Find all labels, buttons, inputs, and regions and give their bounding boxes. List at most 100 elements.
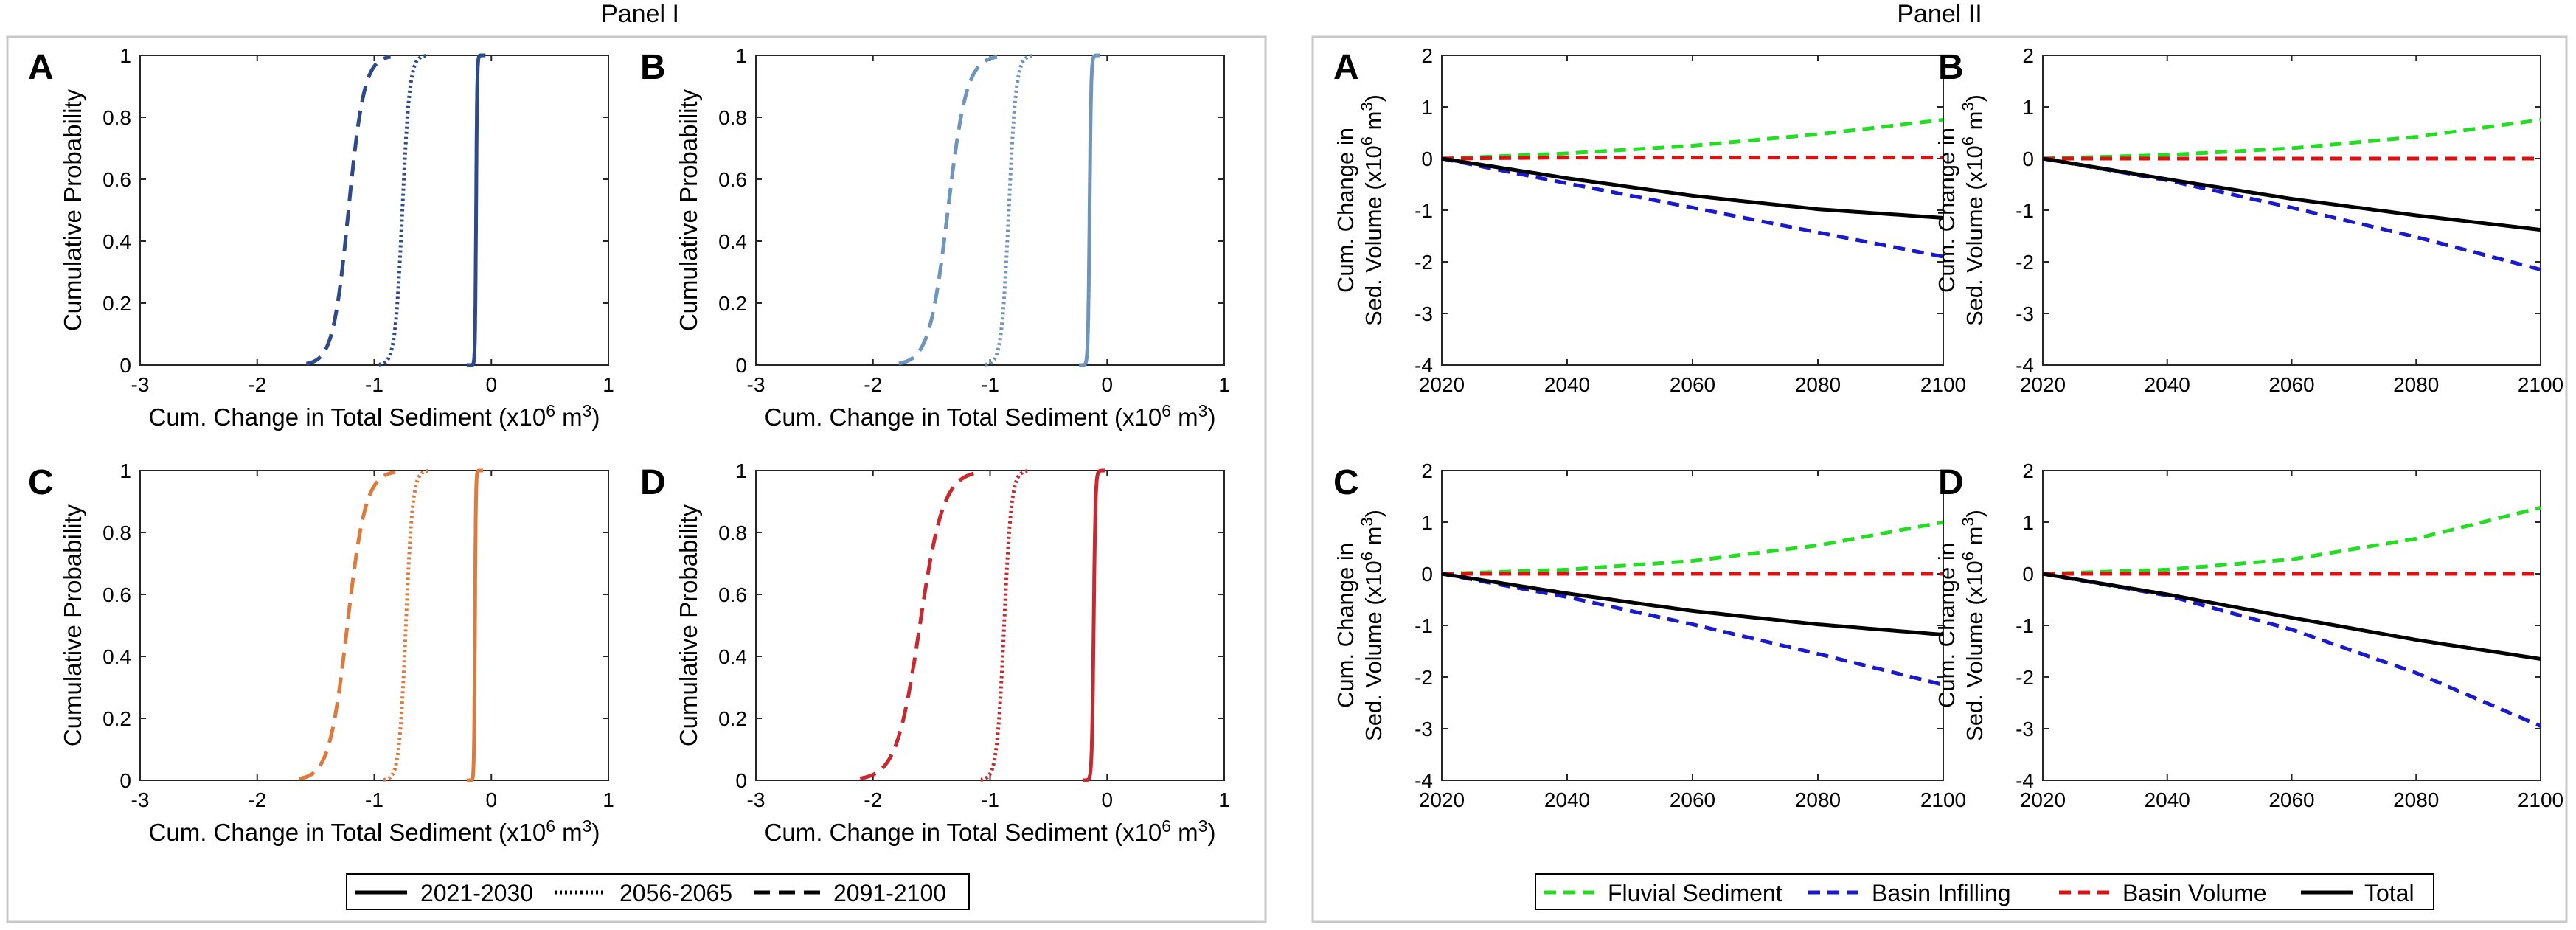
x-tick-label: -3: [747, 373, 765, 396]
x-tick-label: -3: [747, 788, 765, 811]
y-tick-label: -4: [1414, 354, 1433, 377]
y-tick-label: 0.2: [103, 292, 131, 315]
series-line-fluvial-sediment: [1441, 520, 1944, 576]
x-axis-label-sup: 3: [583, 816, 592, 836]
y-tick-label: 0: [1421, 148, 1433, 170]
axes-box: [139, 55, 609, 366]
y-axis-label: Cumulative Probability: [675, 504, 702, 746]
y-tick-label: 0.8: [718, 521, 747, 544]
panel-1-frame: [6, 35, 1267, 923]
x-tick-label: 2080: [2393, 373, 2439, 396]
x-tick-label: 2020: [1419, 788, 1465, 811]
x-tick-label: -1: [981, 788, 999, 811]
series-line-total: [1441, 572, 1944, 637]
y-axis-label-text: m: [1361, 111, 1386, 136]
y-tick-label: 0.4: [718, 645, 747, 668]
series-line-basin-infilling: [2042, 572, 2541, 728]
y-axis-label: Cumulative Probability: [59, 504, 86, 746]
x-tick-label: 0: [1101, 373, 1113, 396]
y-tick-label: 1: [2022, 96, 2034, 119]
x-tick-label: 2040: [2145, 788, 2190, 811]
y-axis-label-line2: Sed. Volume (x106 m3): [1959, 510, 1987, 741]
y-tick-label: 0.8: [103, 106, 131, 129]
legend-1-solid-label: 2021-2030: [420, 880, 533, 906]
cdf-line-dotted: [383, 469, 428, 782]
axes-box: [755, 55, 1225, 366]
x-tick-label: 2060: [1670, 788, 1715, 811]
y-axis-label-line1: Cum. Change in: [1333, 543, 1358, 708]
subplot-letter: C: [1333, 463, 1359, 502]
series-line-fluvial-sediment: [2042, 118, 2541, 161]
panel-2-legend: Fluvial Sediment Basin Infilling Basin V…: [1535, 873, 2434, 910]
x-axis-label-text: ): [1207, 403, 1215, 431]
y-axis-label-sup: 6: [1358, 136, 1376, 145]
x-axis-label: Cum. Change in Total Sediment (x106 m3): [765, 401, 1216, 431]
cdf-line-solid: [466, 468, 484, 782]
x-tick-label: -2: [248, 373, 266, 396]
y-axis-label-sup: 6: [1959, 136, 1977, 145]
y-axis-label-line2: Sed. Volume (x106 m3): [1358, 94, 1386, 326]
x-tick-label: -3: [131, 788, 150, 811]
y-axis-label: Cum. Change in Sed. Volume (x106 m3): [1934, 510, 1987, 741]
x-axis-label-text: ): [591, 819, 600, 846]
y-tick-label: 0.4: [103, 645, 131, 668]
x-axis-label-sup: 3: [1198, 816, 1208, 836]
y-axis-label-text: m: [1962, 527, 1987, 552]
y-tick-label: -1: [2016, 199, 2034, 222]
x-tick-label: 2080: [1795, 373, 1841, 396]
y-tick-label: 0.6: [718, 583, 747, 606]
y-tick-label: -3: [2016, 718, 2034, 740]
series-line-basin-infilling: [2042, 156, 2541, 271]
y-tick-label: 0.2: [103, 707, 131, 730]
series-line-fluvial-sediment: [2042, 505, 2541, 576]
y-tick-label: 0.6: [103, 583, 131, 606]
series-line-total: [2042, 572, 2541, 661]
y-axis-label-line1: Cum. Change in: [1333, 128, 1358, 293]
y-tick-label: 0.8: [103, 521, 131, 544]
x-axis-label-text: m: [1171, 403, 1198, 431]
x-tick-label: 2020: [1419, 373, 1465, 396]
cdf-line-dotted: [378, 54, 426, 367]
x-tick-label: 2060: [2268, 788, 2314, 811]
subplot-letter: B: [1938, 48, 1964, 87]
y-tick-label: 2: [1421, 459, 1433, 482]
y-axis-label-sup: 3: [1959, 102, 1977, 111]
x-tick-label: 2020: [2020, 788, 2066, 811]
x-axis-label-sup: 6: [546, 816, 555, 836]
y-axis-label-line1: Cum. Change in: [1934, 543, 1959, 708]
plot-ii-a: A 2020 2040 2060 2080 2100 -4 -3 -2 -1 0 1 2 Cum. Cha…: [1333, 44, 1966, 396]
y-tick-label: 1: [2022, 511, 2034, 534]
y-tick-label: -2: [1414, 251, 1433, 274]
legend-2-infilling-label: Basin Infilling: [1872, 880, 2011, 906]
x-axis-label-text: ): [591, 403, 600, 431]
x-axis-label-text: Cum. Change in Total Sediment (x10: [149, 819, 546, 846]
y-tick-label: 0.2: [718, 707, 747, 730]
x-axis-label-sup: 6: [546, 401, 555, 420]
y-tick-label: -1: [2016, 614, 2034, 637]
y-tick-label: 0: [2022, 563, 2034, 586]
y-axis-label-sup: 3: [1358, 517, 1376, 526]
plot-ii-d: D 2020 2040 2060 2080 2100 -4 -3 -2 -1 0 1 2 Cum. Cha…: [1934, 459, 2563, 811]
x-axis-label: Cum. Change in Total Sediment (x106 m3): [149, 401, 600, 431]
y-tick-label: 2: [2022, 44, 2034, 67]
x-tick-label: 1: [603, 373, 614, 396]
plot-ii-c: C 2020 2040 2060 2080 2100 -4 -3 -2 -1 0 1 2 Cum. Cha…: [1333, 459, 1966, 811]
x-tick-label: 2100: [1920, 788, 1966, 811]
series-line-total: [1441, 156, 1944, 220]
cdf-line-dashed: [898, 55, 998, 366]
x-tick-label: -3: [131, 373, 150, 396]
series-line-basin-infilling: [1441, 572, 1944, 687]
panel-2-legend-box: [1535, 873, 2434, 910]
y-tick-label: 0: [119, 769, 131, 792]
y-tick-label: 2: [1421, 44, 1433, 67]
x-tick-label: 2100: [2518, 373, 2563, 396]
legend-1-dashed-label: 2091-2100: [833, 880, 946, 906]
x-tick-label: 1: [1218, 788, 1230, 811]
cdf-line-dotted: [985, 54, 1032, 367]
cdf-line-solid: [1079, 53, 1100, 367]
y-axis-label-text: Sed. Volume (x10: [1962, 561, 1987, 741]
y-tick-label: 0.8: [718, 106, 747, 129]
